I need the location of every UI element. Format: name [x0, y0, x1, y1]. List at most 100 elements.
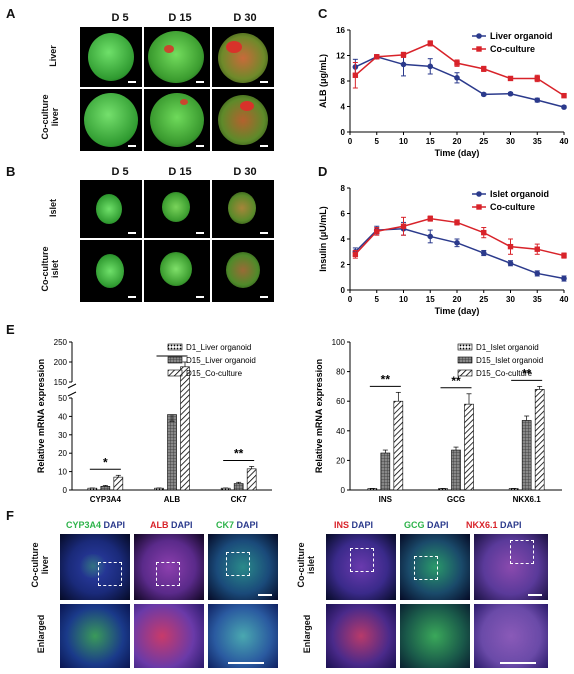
x-tick-label: 20 — [453, 295, 462, 304]
f-counter-dapi-3: DAPI — [236, 520, 259, 530]
y-axis-label: ALB (μg/mL) — [318, 54, 328, 108]
f-micrograph-alb — [134, 534, 204, 600]
x-tick-label: 35 — [533, 137, 542, 146]
f-enlarged-ck7 — [208, 604, 278, 668]
data-point — [561, 92, 567, 99]
bar — [167, 414, 177, 491]
y-tick-label: 8 — [341, 184, 346, 193]
x-tick-label: 15 — [426, 137, 435, 146]
panel-b-row-islet: Islet — [48, 199, 58, 218]
micrograph-a-coculture-d30 — [212, 89, 274, 151]
data-point — [454, 75, 460, 81]
panel-b-col-d5: D 5 — [111, 166, 129, 178]
data-point — [507, 90, 514, 97]
f-header-cyp3a4: CYP3A4 DAPI — [66, 520, 125, 530]
data-point — [480, 91, 487, 98]
y-tick-label: 250 — [54, 338, 68, 347]
y-tick-label: 200 — [54, 358, 68, 367]
y-tick-label: 4 — [341, 103, 346, 112]
panel-label-f: F — [6, 508, 14, 523]
legend-label: D1_Liver organoid — [186, 343, 251, 352]
legend-marker — [476, 46, 482, 52]
f-row-enlarged-right: Enlarged — [302, 614, 312, 654]
y-tick-label: 50 — [58, 394, 67, 403]
y-tick-label: 80 — [336, 368, 345, 377]
legend-marker — [476, 191, 482, 197]
f-header-nkx61: NKX6.1 DAPI — [466, 520, 522, 530]
bar — [113, 476, 124, 491]
f-enlarged-alb — [134, 604, 204, 668]
x-tick-label: 40 — [560, 295, 569, 304]
f-marker-alb: ALB — [150, 520, 169, 530]
f-header-ck7: CK7 DAPI — [216, 520, 258, 530]
series-line — [354, 228, 565, 280]
y-tick-label: 100 — [332, 338, 346, 347]
data-point — [507, 75, 514, 82]
bar — [393, 400, 404, 491]
panel-a-col-d15: D 15 — [168, 12, 192, 24]
legend-swatch — [457, 343, 473, 351]
bar — [380, 452, 391, 491]
f-micrograph-nkx61 — [474, 534, 548, 600]
bar — [451, 449, 461, 491]
bar — [508, 488, 519, 491]
data-point — [481, 229, 487, 236]
y-tick-label: 0 — [341, 286, 346, 295]
bar — [220, 487, 231, 491]
y-axis-label: Relative mRNA expression — [36, 359, 46, 473]
y-tick-label: 12 — [336, 52, 345, 61]
y-tick-label: 30 — [58, 431, 67, 440]
significance-mark: ** — [381, 372, 391, 386]
f-marker-cyp3a4: CYP3A4 — [66, 520, 102, 530]
data-point — [534, 246, 540, 252]
x-tick-label: 10 — [399, 295, 408, 304]
data-point — [374, 54, 380, 60]
x-tick-label: 10 — [399, 137, 408, 146]
category-label: GCG — [447, 495, 465, 504]
data-point — [507, 243, 514, 250]
legend-label: Liver organoid — [490, 31, 553, 41]
f-enlarged-ins — [326, 604, 396, 668]
x-tick-label: 15 — [426, 295, 435, 304]
data-point — [427, 233, 434, 240]
x-tick-label: 5 — [375, 295, 380, 304]
x-tick-label: 0 — [348, 295, 353, 304]
legend-marker — [476, 33, 482, 39]
micrograph-b-coculture-d30 — [212, 240, 274, 302]
panel-label-b: B — [6, 164, 16, 179]
legend-swatch — [167, 356, 183, 364]
y-tick-label: 20 — [336, 456, 345, 465]
legend-label: D15_Co-culture — [186, 369, 243, 378]
data-point — [427, 40, 433, 47]
y-tick-label: 0 — [341, 128, 346, 137]
bar — [367, 488, 378, 491]
category-label: ALB — [164, 495, 181, 504]
f-row-enlarged-left: Enlarged — [36, 614, 46, 654]
f-row-coculture-liver: Co-culture liver — [30, 542, 50, 588]
y-tick-label: 60 — [336, 397, 345, 406]
x-tick-label: 30 — [506, 137, 515, 146]
y-tick-label: 2 — [341, 261, 346, 270]
legend-swatch — [167, 343, 183, 351]
panel-a-col-d30: D 30 — [233, 12, 257, 24]
micrograph-a-liver-d30 — [212, 27, 274, 87]
data-point — [454, 219, 460, 226]
data-point — [507, 260, 514, 267]
f-enlarged-cyp3a4 — [60, 604, 130, 668]
f-counter-dapi-4: DAPI — [351, 520, 374, 530]
legend-label: D15_Co-culture — [476, 369, 533, 378]
f-counter-dapi-6: DAPI — [500, 520, 522, 530]
micrograph-a-coculture-d5 — [80, 89, 142, 151]
y-tick-label: 8 — [341, 77, 346, 86]
y-tick-label: 40 — [336, 427, 345, 436]
f-micrograph-cyp3a4 — [60, 534, 130, 600]
x-tick-label: 25 — [479, 137, 488, 146]
f-header-gcg: GCG DAPI — [404, 520, 449, 530]
panel-label-c: C — [318, 6, 328, 21]
bar — [438, 488, 448, 491]
liver-mrna-bar-chart: 01020304050150200250CYP3A4*ALB**CK7**Rel… — [36, 338, 272, 504]
islet-mrna-bar-chart: 0 20 40 60 80 100 INS ** GCG ** NKX6.1 ** Relative m… — [314, 338, 562, 504]
y-tick-label: 16 — [336, 26, 345, 35]
f-marker-nkx61: NKX6.1 — [466, 520, 498, 530]
x-tick-label: 20 — [453, 137, 462, 146]
